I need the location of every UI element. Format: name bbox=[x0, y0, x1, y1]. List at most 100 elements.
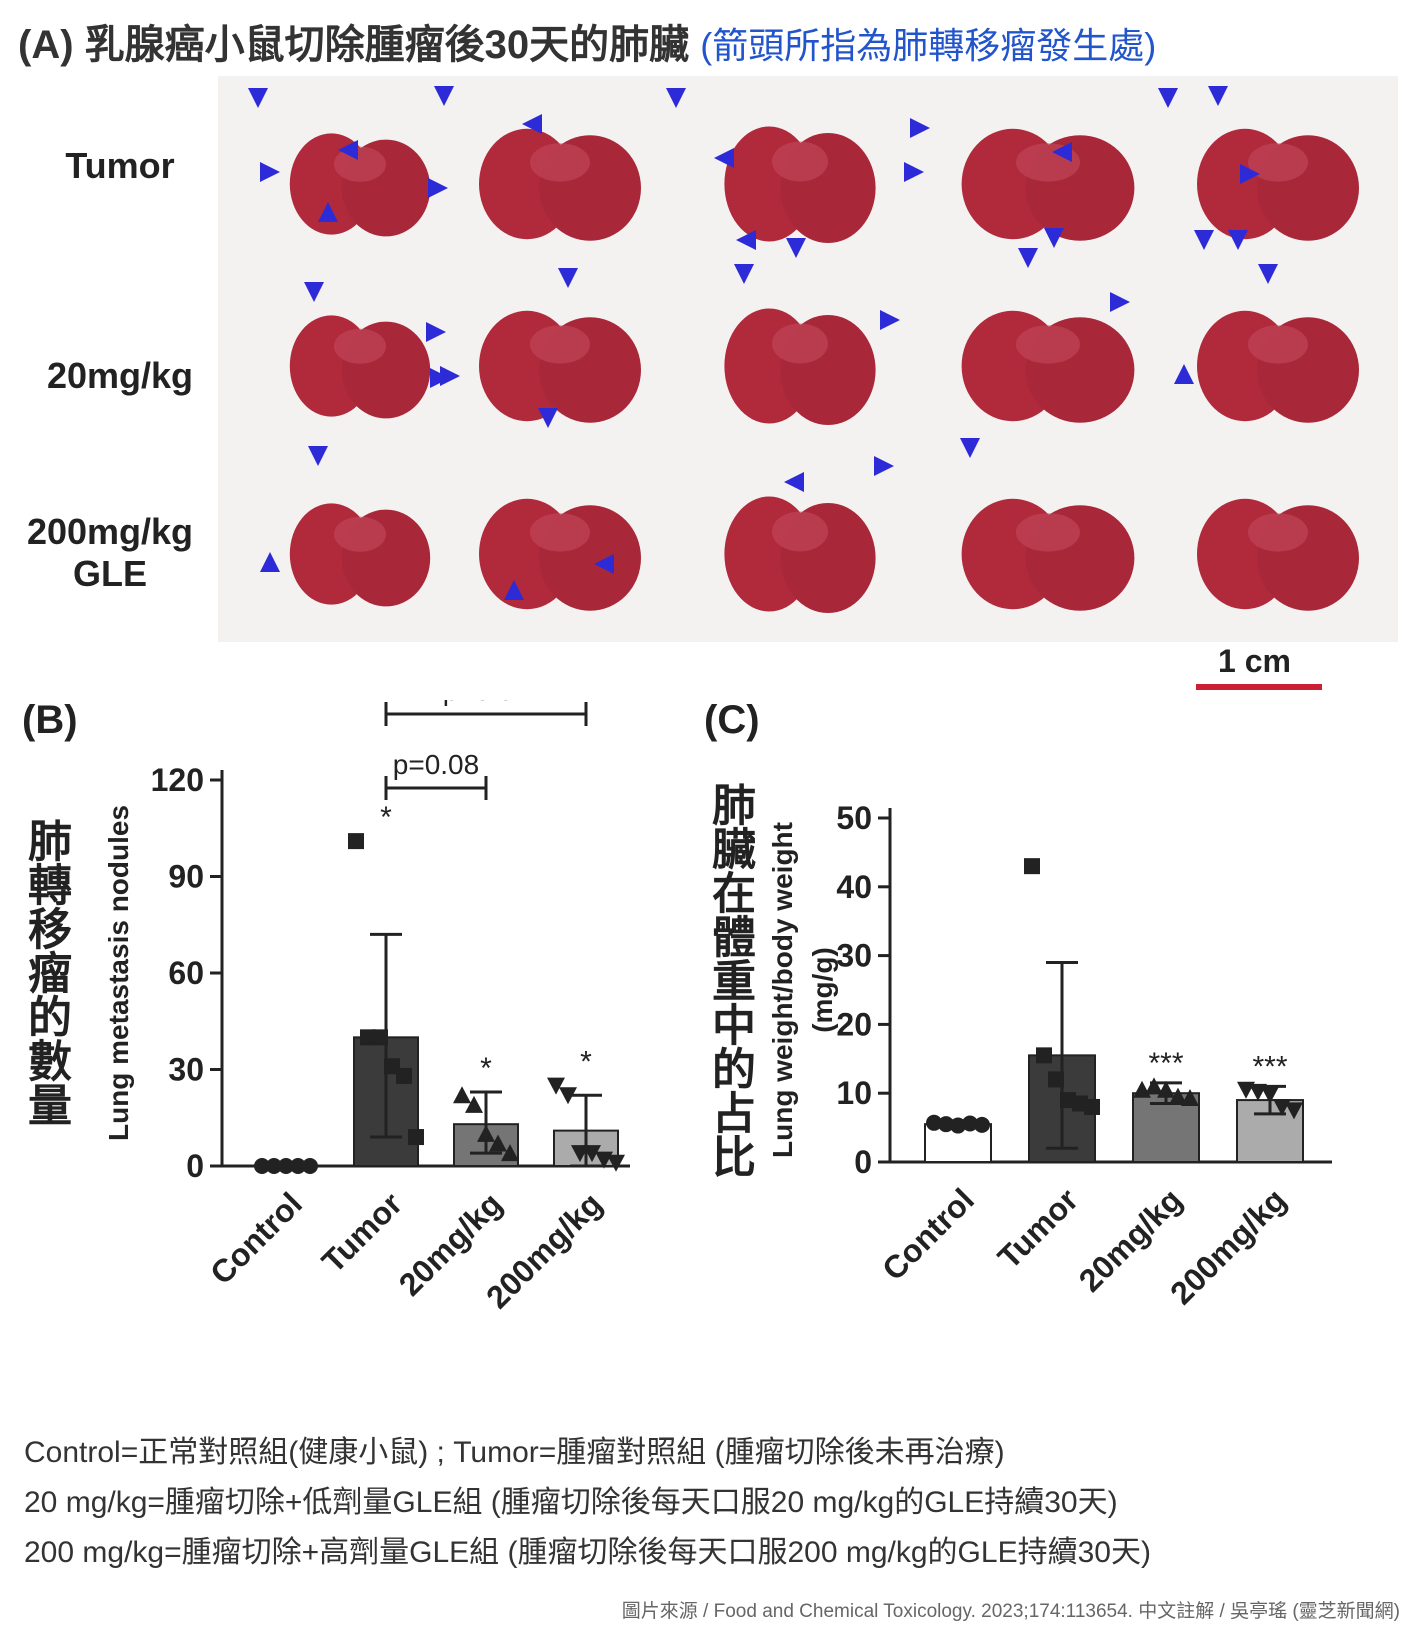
panel-b-cn-label: 肺轉移瘤的數量 bbox=[21, 818, 70, 1126]
data-point bbox=[278, 1158, 294, 1174]
data-point bbox=[1048, 1071, 1064, 1088]
data-point bbox=[926, 1114, 942, 1131]
chart-lung-weight: 0 10 20 30 40 50 Lung weight/body weight (mg/g)… bbox=[767, 800, 1332, 1311]
lung-specimen bbox=[1197, 498, 1359, 611]
metastasis-arrow bbox=[960, 438, 980, 458]
lung-specimen bbox=[289, 133, 431, 237]
lung-highlight bbox=[1016, 513, 1080, 552]
x-tick-label: Control bbox=[203, 1185, 309, 1291]
lung-highlight bbox=[772, 323, 828, 364]
data-point bbox=[453, 1086, 471, 1104]
y-tick-label: 40 bbox=[836, 869, 872, 905]
y-axis-title: Lung weight/body weight bbox=[767, 822, 798, 1158]
data-point bbox=[950, 1117, 966, 1134]
panel-b-label: (B) bbox=[22, 698, 78, 742]
data-point bbox=[489, 1134, 507, 1152]
significance-marker: *** bbox=[1252, 1050, 1287, 1083]
metastasis-arrow bbox=[1158, 88, 1178, 108]
panel-c-cn-label: 肺臟在體重中的占比 bbox=[705, 782, 754, 1178]
metastasis-arrow bbox=[426, 322, 446, 342]
metastasis-arrow bbox=[666, 88, 686, 108]
lung-photo-grid bbox=[218, 76, 1398, 642]
metastasis-arrow bbox=[904, 162, 924, 182]
y-tick-label: 120 bbox=[151, 762, 204, 798]
scale-bar-label: 1 cm bbox=[1218, 643, 1291, 679]
lung-specimen bbox=[479, 498, 641, 611]
metastasis-arrow bbox=[1228, 230, 1248, 250]
lung-specimen bbox=[479, 310, 641, 423]
data-point bbox=[348, 833, 364, 850]
chart-lung-metastasis: 0 30 60 90 120 Lung metastasis nodules Control… bbox=[103, 700, 630, 1315]
y-tick-label: 30 bbox=[168, 1052, 204, 1088]
x-tick-label: Control bbox=[875, 1181, 981, 1287]
data-point bbox=[1261, 1086, 1279, 1104]
x-tick-label: Tumor bbox=[315, 1185, 409, 1279]
metastasis-arrow bbox=[1208, 86, 1228, 106]
row-label-20mg: 20mg/kg bbox=[46, 355, 194, 396]
y-tick-label: 10 bbox=[836, 1075, 872, 1111]
data-point bbox=[607, 1154, 625, 1172]
data-point bbox=[1024, 858, 1040, 875]
data-point bbox=[559, 1087, 577, 1105]
data-point bbox=[266, 1158, 282, 1174]
lung-highlight bbox=[772, 511, 828, 552]
metastasis-arrow bbox=[522, 114, 542, 134]
metastasis-arrow bbox=[1110, 292, 1130, 312]
p-value-label: p=0.07 bbox=[443, 700, 529, 706]
source-credit: 圖片來源 / Food and Chemical Toxicology. 202… bbox=[621, 1601, 1400, 1622]
metastasis-arrow bbox=[304, 282, 324, 302]
note-line-20mg: 20 mg/kg=腫瘤切除+低劑量GLE組 (腫瘤切除後每天口服20 mg/kg… bbox=[24, 1486, 1118, 1519]
metastasis-arrow bbox=[880, 310, 900, 330]
metastasis-arrow bbox=[440, 366, 460, 386]
lung-specimen bbox=[479, 128, 641, 241]
data-point bbox=[547, 1077, 565, 1095]
metastasis-arrow bbox=[1044, 228, 1064, 248]
data-point bbox=[501, 1144, 519, 1162]
significance-marker: * bbox=[380, 801, 392, 834]
lung-highlight bbox=[334, 516, 386, 552]
data-point bbox=[1084, 1098, 1100, 1115]
note-line-200mg: 200 mg/kg=腫瘤切除+高劑量GLE組 (腫瘤切除後每天口服200 mg/… bbox=[24, 1536, 1151, 1569]
data-point bbox=[938, 1116, 954, 1133]
metastasis-arrow bbox=[784, 472, 804, 492]
data-point bbox=[1181, 1089, 1199, 1107]
x-tick-label: Tumor bbox=[991, 1181, 1085, 1275]
metastasis-arrow bbox=[736, 230, 756, 250]
scale-bar bbox=[1196, 684, 1322, 690]
figure-title-main: (A) 乳腺癌小鼠切除腫瘤後30天的肺臟 bbox=[18, 23, 690, 67]
lung-photo-svg bbox=[248, 86, 1359, 613]
metastasis-arrow bbox=[558, 268, 578, 288]
metastasis-arrow bbox=[538, 408, 558, 428]
metastasis-arrow bbox=[434, 86, 454, 106]
y-axis-title: Lung metastasis nodules bbox=[103, 805, 134, 1141]
metastasis-arrow bbox=[318, 202, 338, 222]
lung-specimen bbox=[961, 128, 1135, 241]
y-tick-label: 0 bbox=[186, 1148, 204, 1184]
lung-highlight bbox=[1248, 325, 1308, 364]
lung-specimen bbox=[289, 315, 431, 419]
row-label-200mg: 200mg/kg bbox=[26, 511, 194, 552]
y-tick-label: 60 bbox=[168, 955, 204, 991]
row-label-gle: GLE bbox=[72, 553, 147, 594]
lung-highlight bbox=[1248, 143, 1308, 182]
metastasis-arrow bbox=[1018, 248, 1038, 268]
metastasis-arrow bbox=[714, 148, 734, 168]
p-value-label: p=0.08 bbox=[393, 749, 479, 780]
lung-highlight bbox=[1248, 513, 1308, 552]
figure-title: (A) 乳腺癌小鼠切除腫瘤後30天的肺臟 (箭頭所指為肺轉移瘤發生處) bbox=[18, 12, 1156, 70]
metastasis-arrow bbox=[1258, 264, 1278, 284]
metastasis-arrow bbox=[734, 264, 754, 284]
metastasis-arrow bbox=[338, 140, 358, 160]
metastasis-arrow bbox=[910, 118, 930, 138]
metastasis-arrow bbox=[504, 580, 524, 600]
data-point bbox=[962, 1115, 978, 1132]
lung-specimen bbox=[961, 310, 1135, 423]
metastasis-arrow bbox=[874, 456, 894, 476]
metastasis-arrow bbox=[1240, 164, 1260, 184]
data-point bbox=[1169, 1087, 1187, 1105]
lung-specimen bbox=[1197, 128, 1359, 241]
significance-marker: * bbox=[580, 1046, 592, 1079]
metastasis-arrow bbox=[260, 162, 280, 182]
data-point bbox=[408, 1129, 424, 1146]
lung-highlight bbox=[530, 513, 590, 552]
